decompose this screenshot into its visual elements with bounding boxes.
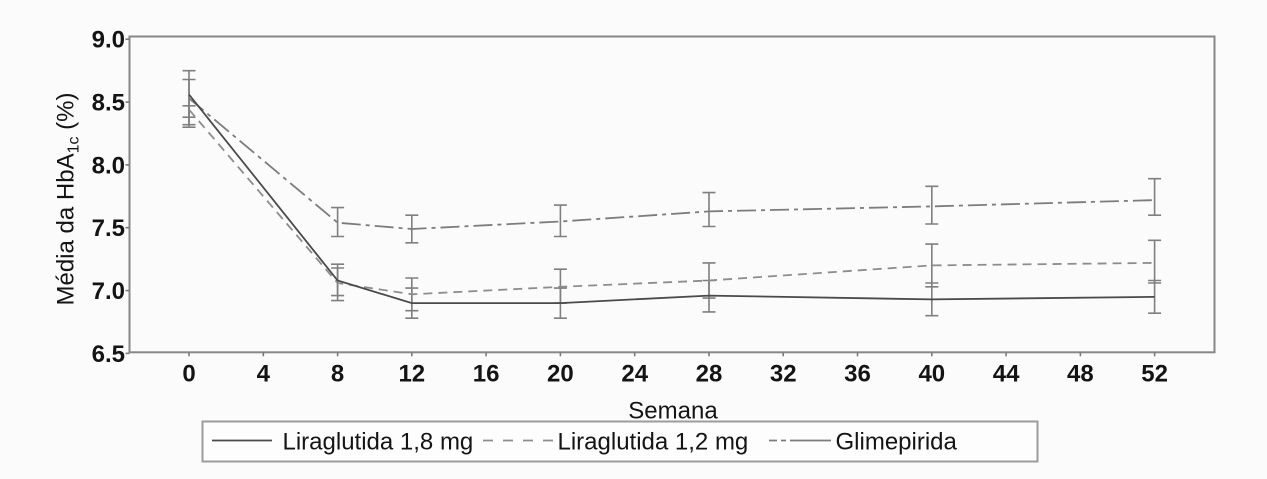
svg-text:8.0: 8.0 bbox=[92, 152, 125, 179]
svg-text:Glimepirida: Glimepirida bbox=[836, 429, 958, 456]
svg-text:28: 28 bbox=[696, 361, 723, 388]
svg-text:9.0: 9.0 bbox=[92, 27, 125, 54]
svg-text:20: 20 bbox=[547, 361, 574, 388]
svg-text:4: 4 bbox=[257, 361, 271, 388]
svg-text:52: 52 bbox=[1141, 361, 1168, 388]
svg-text:36: 36 bbox=[844, 361, 871, 388]
svg-text:24: 24 bbox=[621, 361, 648, 388]
svg-text:8: 8 bbox=[331, 361, 344, 388]
svg-text:6.5: 6.5 bbox=[92, 341, 125, 368]
svg-text:32: 32 bbox=[770, 361, 797, 388]
svg-text:44: 44 bbox=[993, 361, 1020, 388]
svg-text:Semana: Semana bbox=[628, 398, 718, 425]
svg-text:Liraglutida 1,8 mg: Liraglutida 1,8 mg bbox=[283, 429, 474, 456]
svg-text:7.0: 7.0 bbox=[92, 278, 125, 305]
svg-text:Média da HbA1c (%): Média da HbA1c (%) bbox=[53, 93, 83, 306]
svg-text:40: 40 bbox=[918, 361, 945, 388]
svg-text:16: 16 bbox=[473, 361, 500, 388]
svg-text:48: 48 bbox=[1067, 361, 1094, 388]
svg-text:12: 12 bbox=[398, 361, 425, 388]
svg-text:7.5: 7.5 bbox=[92, 215, 125, 242]
svg-text:8.5: 8.5 bbox=[92, 90, 125, 117]
svg-text:0: 0 bbox=[182, 361, 195, 388]
svg-text:Liraglutida 1,2 mg: Liraglutida 1,2 mg bbox=[558, 429, 749, 456]
